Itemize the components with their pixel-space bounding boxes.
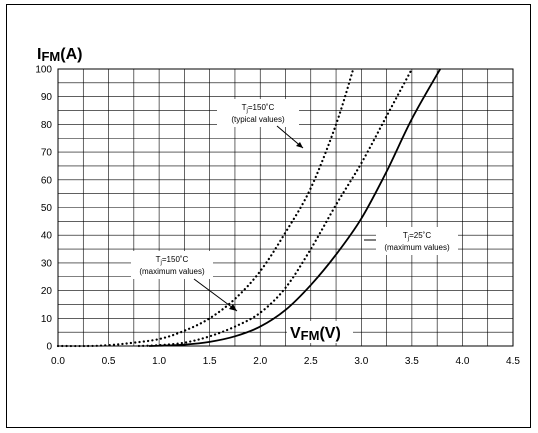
y-tick-label: 0 bbox=[46, 342, 52, 353]
annotation-tj150-maximum-cond: Tj=150˚C bbox=[156, 255, 189, 266]
y-tick-label: 20 bbox=[41, 286, 53, 297]
x-tick-label: 3.5 bbox=[405, 356, 419, 367]
series-group bbox=[56, 67, 441, 348]
x-tick-label: 2.5 bbox=[304, 356, 318, 367]
plot-border bbox=[57, 68, 514, 347]
x-axis-title-main: V bbox=[290, 325, 301, 342]
annotation-tj150-typical-cond: Tj=150˚C bbox=[242, 103, 275, 114]
x-axis-title-bg bbox=[287, 321, 353, 343]
y-tick-label: 70 bbox=[41, 148, 53, 159]
y-axis-title: IFM(A) bbox=[37, 46, 82, 64]
x-tick-label: 0.5 bbox=[102, 356, 116, 367]
annotation-tj25-maximum-bg bbox=[376, 227, 458, 255]
x-tick-labels: 0.0 0.5 1.0 1.5 2.0 2.5 3.0 3.5 4.0 4.5 bbox=[51, 356, 520, 367]
figure-frame: 0.0 0.5 1.0 1.5 2.0 2.5 3.0 3.5 4.0 4.5 0 10 20 30 40… bbox=[6, 4, 531, 428]
y-tick-label: 90 bbox=[41, 92, 53, 103]
y-tick-label: 100 bbox=[35, 65, 52, 76]
grid bbox=[57, 68, 514, 347]
y-tick-label: 60 bbox=[41, 175, 53, 186]
x-tick-label: 4.0 bbox=[455, 356, 469, 367]
x-tick-label: 4.5 bbox=[506, 356, 520, 367]
x-tick-label: 3.0 bbox=[354, 356, 368, 367]
chart: 0.0 0.5 1.0 1.5 2.0 2.5 3.0 3.5 4.0 4.5 0 10 20 30 40… bbox=[35, 41, 520, 367]
annotation-tj150-maximum-arrowhead bbox=[229, 304, 237, 311]
annotation-tj150-maximum: Tj=150˚C (maximum values) bbox=[131, 251, 238, 312]
y-tick-label: 10 bbox=[41, 314, 53, 325]
annotation-tj150-maximum-note: (maximum values) bbox=[139, 267, 205, 276]
annotation-tj25-maximum-note: (maximum values) bbox=[384, 243, 450, 252]
annotation-tj150-maximum-bg bbox=[131, 251, 213, 279]
x-axis-title: VFM(V) bbox=[290, 325, 341, 343]
y-axis-title-unit: (A) bbox=[60, 46, 82, 63]
annotation-tj150-typical-bg bbox=[217, 99, 299, 127]
y-tick-labels: 0 10 20 30 40 50 60 70 80 90 100 bbox=[35, 65, 52, 353]
annotation-tj150-typical-arrowhead bbox=[296, 142, 303, 148]
x-tick-label: 2.0 bbox=[253, 356, 267, 367]
series-line-tj150-typical bbox=[56, 67, 355, 348]
series-line-tj25-maximum bbox=[148, 68, 441, 347]
annotation-tj150-typical: Tj=150˚C (typical values) bbox=[217, 99, 304, 149]
annotation-tj150-typical-note: (typical values) bbox=[231, 115, 285, 124]
annotation-tj25-maximum: Tj=25˚C (maximum values) bbox=[364, 227, 458, 255]
x-axis-title-unit: (V) bbox=[319, 325, 340, 342]
y-axis-title-bg bbox=[35, 41, 123, 63]
x-axis-title-sub: FM bbox=[301, 328, 320, 343]
y-tick-label: 50 bbox=[41, 203, 53, 214]
y-tick-label: 30 bbox=[41, 258, 53, 269]
x-tick-label: 0.0 bbox=[51, 356, 65, 367]
y-axis-title-main: I bbox=[37, 46, 41, 63]
series-line-tj150-maximum bbox=[137, 67, 413, 348]
y-tick-label: 80 bbox=[41, 120, 53, 131]
x-tick-label: 1.0 bbox=[152, 356, 166, 367]
y-tick-label: 40 bbox=[41, 231, 53, 242]
y-axis-title-sub: FM bbox=[41, 49, 60, 64]
x-tick-label: 1.5 bbox=[203, 356, 217, 367]
annotation-tj150-maximum-leader bbox=[193, 278, 238, 312]
annotation-tj25-maximum-cond: Tj=25˚C bbox=[403, 231, 431, 242]
